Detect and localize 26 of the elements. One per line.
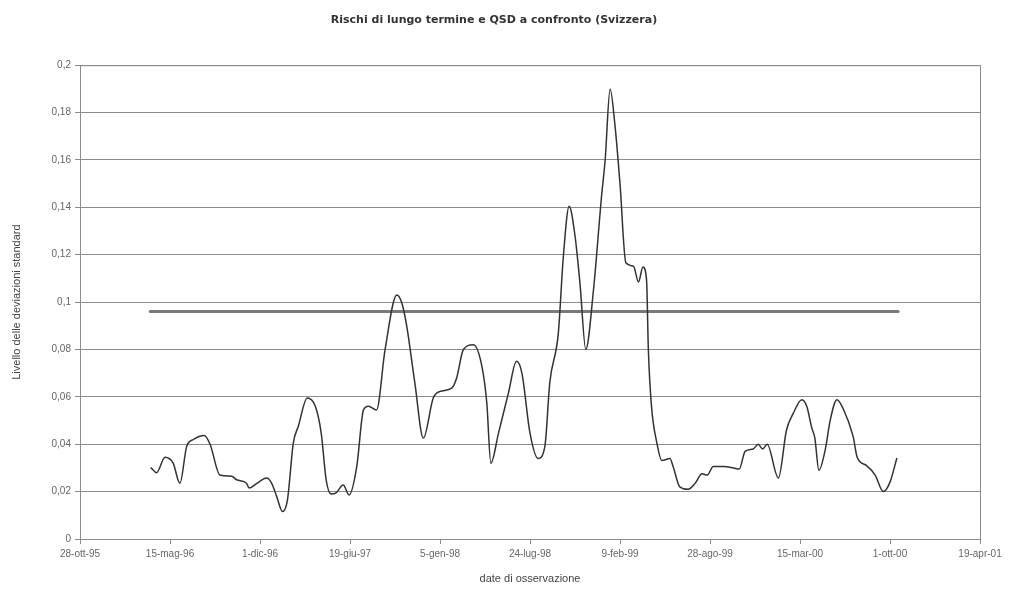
y-axis-title: Livello delle deviazioni standard bbox=[9, 224, 22, 380]
x-tick-label: 1-dic-96 bbox=[241, 547, 279, 559]
x-tick-label: 15-mar-00 bbox=[776, 547, 824, 559]
x-tick-label: 15-mag-96 bbox=[145, 547, 195, 559]
y-tick-label: 0,08 bbox=[51, 343, 72, 355]
x-tick-label: 1-ott-00 bbox=[872, 547, 908, 559]
x-tick-label: 19-apr-01 bbox=[958, 547, 1003, 559]
x-tick-label: 28-ago-99 bbox=[687, 547, 734, 559]
x-tick-label: 9-feb-99 bbox=[601, 547, 640, 559]
y-tick-label: 0,16 bbox=[51, 153, 72, 165]
x-tick-label: 24-lug-98 bbox=[508, 547, 552, 559]
y-tick-label: 0,02 bbox=[51, 485, 72, 497]
line-series bbox=[150, 88, 898, 513]
x-tick-label: 19-giu-97 bbox=[328, 547, 372, 559]
x-tick-label: 5-gen-98 bbox=[419, 547, 461, 559]
y-tick-label: 0,04 bbox=[51, 437, 72, 449]
y-tick-label: 0,18 bbox=[51, 106, 72, 118]
y-tick-label: 0 bbox=[65, 532, 72, 544]
x-axis-title: date di osservazione bbox=[479, 572, 581, 585]
y-tick-label: 0,12 bbox=[51, 248, 72, 260]
chart-title: Rischi di lungo termine e QSD a confronto (Svizzera) bbox=[330, 13, 658, 27]
y-tick-label: 0,06 bbox=[51, 390, 72, 402]
y-tick-label: 0,1 bbox=[57, 295, 72, 307]
y-tick-label: 0,14 bbox=[51, 201, 72, 213]
x-tick-label: 28-ott-95 bbox=[59, 547, 101, 559]
y-tick-label: 0,2 bbox=[57, 58, 72, 70]
